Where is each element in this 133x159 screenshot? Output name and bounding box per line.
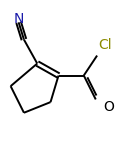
Text: Cl: Cl (98, 38, 111, 52)
Text: N: N (14, 12, 24, 26)
Text: O: O (103, 100, 114, 114)
